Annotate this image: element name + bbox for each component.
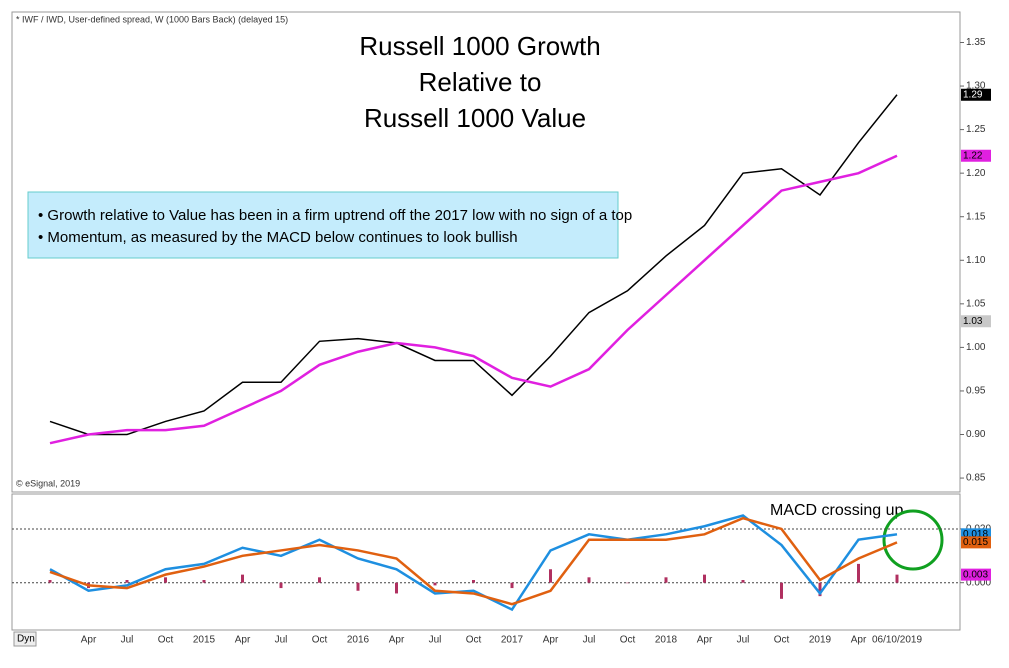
y-tick-label: 1.15 bbox=[966, 211, 986, 222]
histogram-bar bbox=[587, 577, 591, 583]
source-label: * IWF / IWD, User-defined spread, W (100… bbox=[16, 14, 288, 24]
x-tick-label: 2019 bbox=[809, 635, 832, 646]
y-tick-label: 1.20 bbox=[966, 168, 986, 179]
macd-panel bbox=[11, 493, 961, 631]
value-tag-label: 0.003 bbox=[963, 569, 988, 580]
value-tag-label: 0.015 bbox=[963, 537, 988, 548]
x-tick-label: 2018 bbox=[655, 635, 678, 646]
title-line: Russell 1000 Value bbox=[364, 103, 586, 133]
x-tick-label: Oct bbox=[312, 635, 328, 646]
x-tick-label: Jul bbox=[583, 635, 596, 646]
histogram-bar bbox=[202, 580, 206, 583]
x-tick-label: Oct bbox=[620, 635, 636, 646]
title-line: Russell 1000 Growth bbox=[359, 31, 600, 61]
x-tick-label: Apr bbox=[389, 635, 405, 646]
histogram-bar bbox=[318, 577, 321, 583]
x-tick-label: Apr bbox=[697, 635, 713, 646]
y-tick-label: 0.000 bbox=[966, 577, 991, 588]
x-tick-label: Oct bbox=[466, 635, 482, 646]
y-tick-label: 0.90 bbox=[966, 429, 986, 440]
histogram-bar bbox=[549, 569, 552, 583]
histogram-bar bbox=[895, 574, 899, 583]
series-line bbox=[49, 94, 898, 436]
histogram-bar bbox=[626, 582, 629, 584]
x-tick-label: Oct bbox=[158, 635, 174, 646]
highlight-circle bbox=[882, 509, 944, 571]
copyright: © eSignal, 2019 bbox=[16, 478, 80, 488]
histogram-bar bbox=[125, 580, 129, 583]
histogram-bar bbox=[780, 582, 783, 599]
histogram-bar bbox=[510, 582, 514, 589]
histogram-bar bbox=[395, 582, 398, 594]
title-line: Relative to bbox=[419, 67, 542, 97]
histogram-bar bbox=[741, 580, 745, 583]
x-tick-label: Jul bbox=[275, 635, 288, 646]
x-tick-label: Apr bbox=[543, 635, 559, 646]
x-tick-label: Apr bbox=[851, 635, 867, 646]
value-tag bbox=[961, 88, 991, 101]
y-tick-label: 1.30 bbox=[966, 81, 986, 92]
x-tick-label: Jul bbox=[429, 635, 442, 646]
y-tick-label: 1.25 bbox=[966, 124, 986, 135]
histogram-bar bbox=[48, 580, 52, 583]
x-tick-label: Apr bbox=[235, 635, 251, 646]
histogram-bar bbox=[818, 582, 822, 597]
histogram-bar bbox=[703, 574, 706, 583]
histogram-bar bbox=[279, 582, 283, 589]
y-tick-label: 0.95 bbox=[966, 386, 986, 397]
histogram-bar bbox=[356, 582, 360, 591]
y-tick-label: 1.10 bbox=[966, 255, 986, 266]
x-tick-label: 2015 bbox=[193, 635, 216, 646]
value-tag bbox=[961, 315, 991, 328]
series-line bbox=[49, 514, 898, 612]
value-tag-label: 1.22 bbox=[963, 150, 983, 161]
x-tick-label: Jul bbox=[121, 635, 134, 646]
x-tick-label: Oct bbox=[774, 635, 790, 646]
x-tick-label: 2017 bbox=[501, 635, 524, 646]
y-tick-label: 1.05 bbox=[966, 298, 986, 309]
value-tag-label: 1.03 bbox=[963, 316, 983, 327]
note: • Momentum, as measured by the MACD belo… bbox=[38, 229, 518, 246]
histogram-bar bbox=[241, 574, 244, 583]
histogram-bar bbox=[164, 577, 167, 583]
x-tick-label: Apr bbox=[81, 635, 97, 646]
histogram-bar bbox=[433, 582, 437, 586]
value-tag bbox=[961, 568, 991, 581]
value-tag-label: 0.018 bbox=[963, 529, 988, 540]
histogram-bar bbox=[664, 577, 668, 583]
y-tick-label: 1.00 bbox=[966, 342, 986, 353]
histogram-bar bbox=[857, 563, 860, 583]
x-tick-label: Jul bbox=[737, 635, 750, 646]
y-tick-label: 0.85 bbox=[966, 473, 986, 484]
histogram-bar bbox=[472, 580, 475, 583]
x-tick-label: 06/10/2019 bbox=[872, 635, 922, 646]
series-line bbox=[49, 516, 898, 606]
price-panel bbox=[11, 11, 961, 493]
value-tag bbox=[961, 536, 991, 549]
macd-annotation: MACD crossing up bbox=[770, 502, 903, 519]
note: • Growth relative to Value has been in a… bbox=[38, 207, 632, 224]
series-line bbox=[49, 154, 898, 445]
toolbar-button[interactable] bbox=[13, 631, 37, 647]
y-tick-label: 1.35 bbox=[966, 37, 986, 48]
toolbar-label: Dyn bbox=[17, 634, 35, 645]
value-tag bbox=[961, 149, 991, 162]
value-tag-label: 1.29 bbox=[963, 89, 983, 100]
notes-box bbox=[27, 191, 619, 259]
x-tick-label: 2016 bbox=[347, 635, 370, 646]
